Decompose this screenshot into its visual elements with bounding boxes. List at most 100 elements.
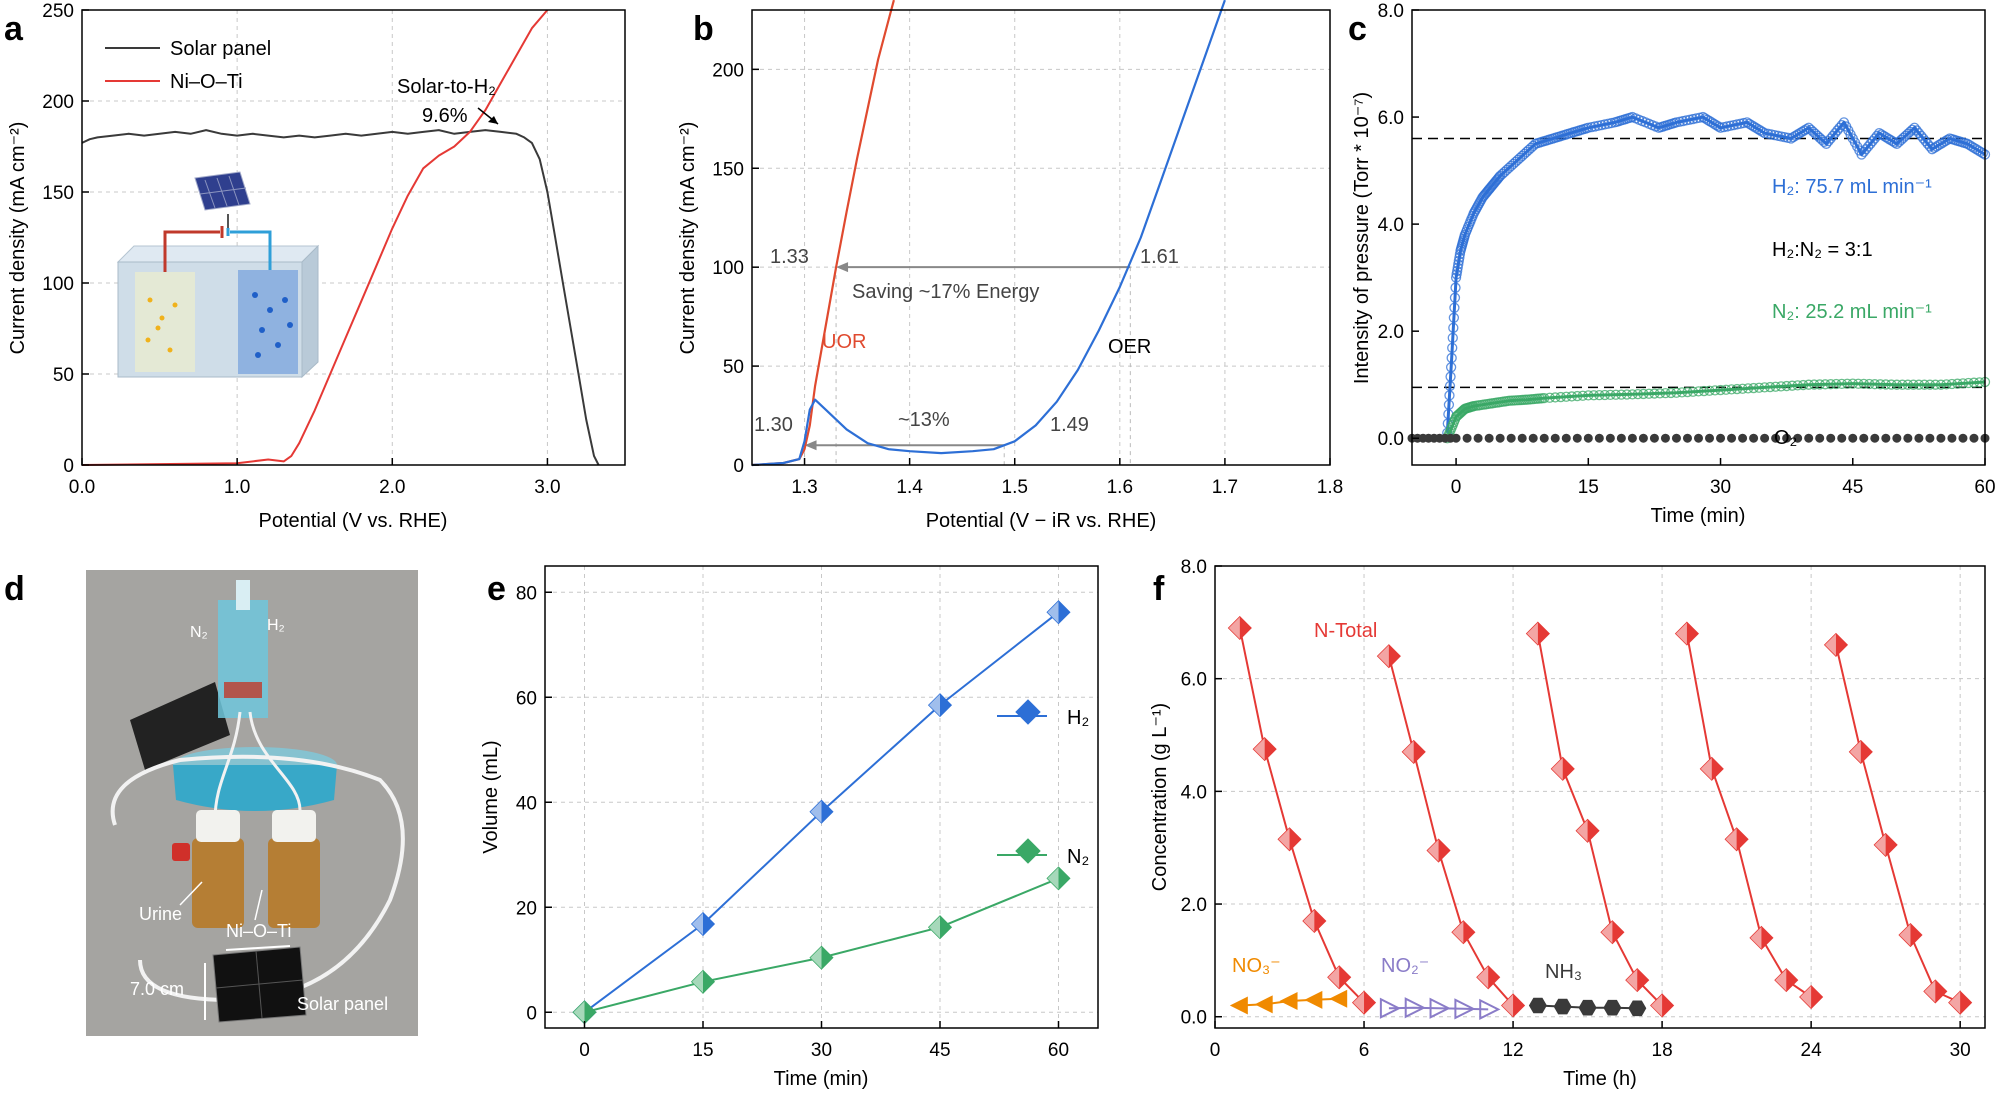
scatter-point-o2 <box>1914 433 1924 443</box>
marker-e-1-shade <box>1047 867 1059 890</box>
plot-area-f <box>1227 615 1973 1021</box>
annotation-arrowhead-a <box>488 116 498 124</box>
annotation-h2-rate: H₂: 75.7 mL min⁻¹ <box>1772 176 1932 198</box>
tick-label-y-f: 6.0 <box>1181 670 1207 691</box>
marker-f-total-shade <box>1377 645 1389 668</box>
photo-label-nioti: Ni–O–Ti <box>226 921 291 941</box>
legend-label-n2: N₂ <box>1067 846 1089 868</box>
marker-e-1-shade <box>692 970 703 993</box>
scatter-point-o2 <box>1716 433 1726 443</box>
tick-label-x-c: 0 <box>1451 477 1462 498</box>
scatter-point-o2 <box>1495 433 1505 443</box>
panel-label-b: b <box>693 10 714 48</box>
tick-label-x-f: 30 <box>1950 1040 1971 1061</box>
tick-label-y-b: 50 <box>723 357 744 378</box>
tick-label-x-e: 60 <box>1048 1040 1069 1061</box>
tick-label-y-a: 200 <box>42 92 74 113</box>
marker-f-nh3 <box>1553 998 1572 1015</box>
series-line-b-1 <box>751 0 1226 467</box>
tick-label-x-b: 1.3 <box>791 477 817 498</box>
scatter-point-o2 <box>1682 433 1692 443</box>
scatter-point-o2 <box>1782 433 1792 443</box>
marker-f-total-shade <box>1502 994 1514 1017</box>
marker-f-total-shade <box>1477 966 1489 989</box>
scatter-point-o2 <box>1837 433 1847 443</box>
scatter-point-o2 <box>1462 433 1472 443</box>
marker-f-total-shade <box>1750 926 1762 949</box>
annotation-ratio: H₂:N₂ = 3:1 <box>1772 239 1873 261</box>
tick-label-x-e: 30 <box>811 1040 832 1061</box>
y-axis-label-e: Volume (mL) <box>480 740 502 853</box>
series-line-f-3 <box>1685 633 1812 998</box>
plot-area-e <box>572 600 1071 1025</box>
tick-label-y-c: 6.0 <box>1378 108 1404 129</box>
marker-f-no3 <box>1329 989 1348 1008</box>
series-line-f-2 <box>1536 633 1663 1007</box>
annotation-o2: O₂ <box>1774 427 1797 449</box>
tick-label-x-e: 15 <box>692 1040 713 1061</box>
legend-marker-n2 <box>1015 838 1041 864</box>
scatter-point-c-0 <box>1493 172 1505 183</box>
tick-label-y-e: 60 <box>516 688 537 709</box>
marker-f-nh3 <box>1603 999 1622 1016</box>
tick-label-x-c: 30 <box>1710 477 1731 498</box>
tick-label-y-b: 150 <box>712 159 744 180</box>
scatter-point-o2 <box>1958 433 1968 443</box>
tick-label-y-c: 8.0 <box>1378 1 1404 22</box>
marker-f-total-shade <box>1601 921 1613 944</box>
annotation-oer-10: 1.49 <box>1050 414 1089 436</box>
annotation-oer: OER <box>1108 336 1151 358</box>
annotation-oer-100: 1.61 <box>1140 246 1179 268</box>
tick-label-y-a: 250 <box>42 1 74 22</box>
y-axis-label-f: Concentration (g L⁻¹) <box>1149 703 1171 891</box>
series-line-f-4 <box>1835 644 1961 1004</box>
marker-f-no2 <box>1479 998 1501 1021</box>
x-axis-label-b: Potential (V − iR vs. RHE) <box>926 510 1157 532</box>
annotation-n2-rate: N₂: 25.2 mL min⁻¹ <box>1772 301 1932 323</box>
axes-frame-c <box>1411 9 1986 466</box>
marker-f-total-shade <box>1675 622 1687 645</box>
annotation-n-total: N-Total <box>1314 620 1377 642</box>
ticks-e: 0 15 30 45 60 0 20 40 60 80 <box>516 583 1069 1061</box>
marker-f-no2 <box>1379 997 1402 1019</box>
tick-label-x-a: 3.0 <box>534 477 560 498</box>
panel-label-f: f <box>1153 570 1165 608</box>
scatter-point-o2 <box>1727 433 1737 443</box>
tick-label-x-e: 0 <box>579 1040 590 1061</box>
marker-e-1-shade <box>929 916 940 939</box>
tick-label-x-c: 15 <box>1578 477 1599 498</box>
photo-label-h2: H₂ <box>267 617 285 634</box>
y-axis-label-c: Intensity of pressure (Torr * 10⁻⁷) <box>1351 92 1373 384</box>
tick-label-y-e: 20 <box>516 898 537 919</box>
marker-f-total-shade <box>1452 921 1464 944</box>
photo-label-urine: Urine <box>139 904 182 924</box>
annotation-solar-to-h2: Solar-to-H₂ <box>397 76 496 98</box>
photo-neck <box>236 580 250 610</box>
scatter-point-o2 <box>1738 433 1748 443</box>
marker-f-total-shade <box>1800 986 1812 1009</box>
marker-f-total-shade <box>1849 740 1861 763</box>
marker-f-no3 <box>1304 990 1323 1009</box>
grid-b <box>752 10 1331 466</box>
panel-b: b 1.3 1.4 1.5 1.6 1.7 1.8 0 50 100 150 200 Potenti… <box>677 0 1343 532</box>
panel-label-e: e <box>487 570 506 608</box>
tick-label-x-f: 24 <box>1801 1040 1823 1061</box>
marker-f-nh3 <box>1628 1000 1647 1017</box>
marker-f-total-shade <box>1526 622 1538 645</box>
tick-label-y-f: 4.0 <box>1181 782 1207 803</box>
tick-label-x-a: 1.0 <box>224 477 250 498</box>
tick-label-y-f: 2.0 <box>1181 895 1207 916</box>
scatter-point-c-0 <box>1977 148 1988 159</box>
scatter-point-o2 <box>1881 433 1891 443</box>
scatter-point-o2 <box>1671 433 1681 443</box>
marker-f-total-shade <box>1253 738 1265 761</box>
photo-cap-left <box>196 810 240 842</box>
photo-red-cap <box>172 843 190 861</box>
scatter-point-o2 <box>1892 433 1902 443</box>
marker-f-no3 <box>1254 995 1273 1014</box>
axes-frame-a <box>81 9 626 466</box>
scatter-point-o2 <box>1638 433 1648 443</box>
tick-label-x-a: 2.0 <box>379 477 405 498</box>
ticks-c: 0 15 30 45 60 0.0 2.0 4.0 6.0 8.0 <box>1378 1 1996 498</box>
ticks-b: 1.3 1.4 1.5 1.6 1.7 1.8 0 50 100 150 200 <box>712 60 1343 498</box>
